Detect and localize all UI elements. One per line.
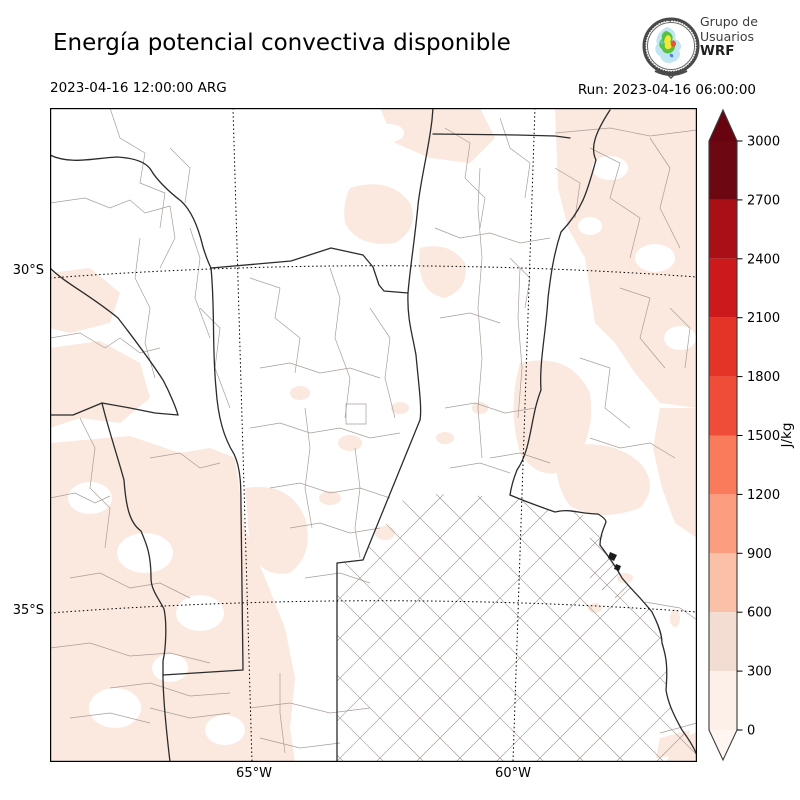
graticule (50, 108, 697, 762)
svg-text:1800: 1800 (747, 370, 780, 385)
colorbar-segments (708, 108, 738, 762)
gridline-35s (50, 600, 697, 614)
colorbar-tick-labels: 3000 2700 2400 2100 1800 1500 1200 900 6… (747, 135, 780, 739)
map-frame (50, 108, 697, 762)
svg-text:1200: 1200 (747, 488, 780, 503)
colorbar: 3000 2700 2400 2100 1800 1500 1200 900 6… (708, 108, 795, 762)
svg-text:600: 600 (747, 606, 772, 621)
svg-text:2700: 2700 (747, 193, 780, 208)
wrf-users-group-logo (642, 17, 700, 80)
department-borders (50, 108, 697, 754)
valid-time-label: 2023-04-16 12:00:00 ARG (50, 80, 227, 96)
logo-line-2: Usuarios (700, 29, 755, 44)
colorbar-unit-label: J/kg (779, 423, 795, 449)
svg-text:1500: 1500 (747, 429, 780, 444)
svg-text:2100: 2100 (747, 311, 780, 326)
page-title: Energía potencial convectiva disponible (53, 30, 511, 56)
svg-text:0: 0 (747, 724, 755, 739)
colorbar-over-arrow (709, 110, 737, 141)
logo-line-1: Grupo de (700, 14, 758, 29)
gridline-30s (50, 265, 697, 279)
globe-emblem-icon (642, 17, 700, 80)
x-tick-65w: 65°W (236, 766, 272, 781)
svg-text:2400: 2400 (747, 252, 780, 267)
svg-text:900: 900 (747, 547, 772, 562)
logo-text: Grupo de Usuarios WRF (700, 14, 758, 59)
cape-shading (50, 108, 697, 762)
colorbar-ticks (737, 140, 743, 731)
colorbar-under-arrow (709, 730, 737, 760)
shading-holes (68, 124, 696, 745)
province-borders (50, 108, 697, 762)
y-tick-35s: 35°S (12, 603, 44, 618)
x-tick-60w: 60°W (495, 766, 531, 781)
svg-text:3000: 3000 (747, 135, 780, 150)
logo-line-3: WRF (700, 43, 735, 59)
y-tick-30s: 30°S (12, 263, 44, 278)
svg-text:300: 300 (747, 665, 772, 680)
city-marks (608, 552, 621, 571)
gridline-60w (512, 108, 536, 762)
map-canvas (50, 108, 697, 762)
run-time-label: Run: 2023-04-16 06:00:00 (577, 82, 756, 98)
